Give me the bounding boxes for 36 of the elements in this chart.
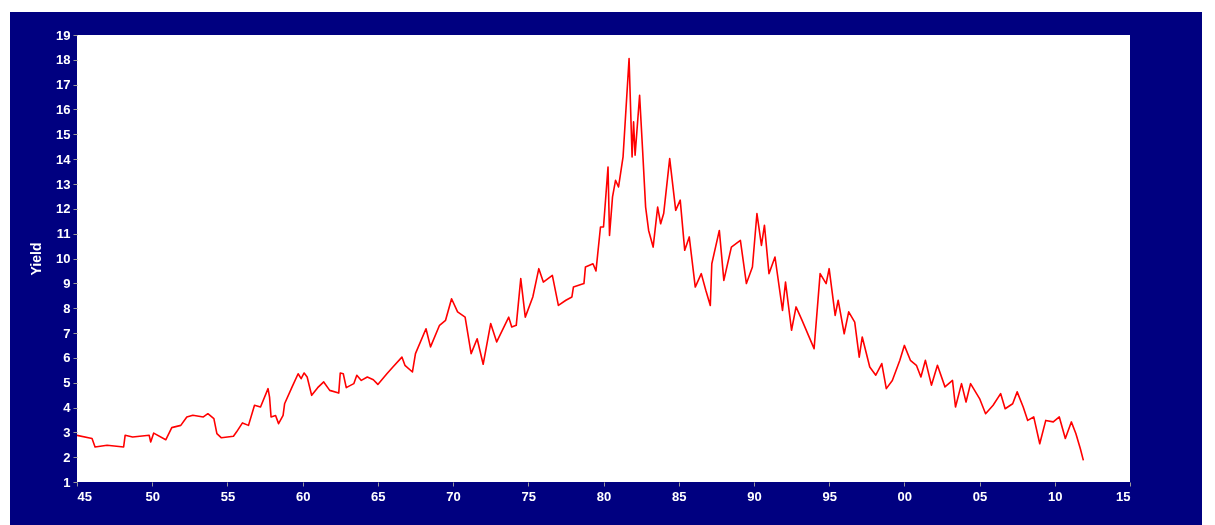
x-tick-label: 85 <box>671 488 687 504</box>
x-tick-label: 90 <box>747 488 762 504</box>
x-tick-label: 60 <box>295 488 311 504</box>
y-tick-label: 16 <box>56 102 71 117</box>
y-tick-label: 2 <box>63 449 71 465</box>
y-tick-label: 15 <box>56 126 71 142</box>
x-tick-label: 70 <box>446 488 461 504</box>
x-tick-label: 55 <box>220 488 236 504</box>
y-tick-label: 8 <box>63 300 71 316</box>
y-tick-label: 10 <box>56 251 71 266</box>
x-tick-label: 95 <box>822 488 837 504</box>
x-tick-label: 00 <box>897 488 913 504</box>
x-tick-label: 10 <box>1048 488 1063 504</box>
x-tick-label: 80 <box>596 488 612 504</box>
x-tick-label: 75 <box>521 488 537 504</box>
y-tick-label: 12 <box>56 201 71 217</box>
x-tick-label: 05 <box>972 488 988 504</box>
x-tick-label: 50 <box>145 488 160 504</box>
x-tick-label: 45 <box>77 488 92 504</box>
y-tick-label: 9 <box>63 275 71 291</box>
y-tick-label: 6 <box>63 350 71 366</box>
y-tick-label: 13 <box>56 176 71 192</box>
y-tick-label: 18 <box>56 52 71 68</box>
y-tick-label: 19 <box>56 27 71 43</box>
y-tick-label: 5 <box>63 375 71 391</box>
y-tick-label: 11 <box>56 226 71 242</box>
y-tick-label: 1 <box>63 474 71 490</box>
y-tick-label: 17 <box>56 77 71 93</box>
y-tick-label: 4 <box>63 400 72 415</box>
y-axis-title: Yield <box>28 242 45 276</box>
x-tick-label: 65 <box>371 488 386 504</box>
y-tick-label: 3 <box>63 424 71 440</box>
y-tick-label: 14 <box>56 151 72 167</box>
line-series <box>77 57 1085 462</box>
y-tick-label: 7 <box>63 325 71 341</box>
x-tick-label: 15 <box>1116 488 1131 504</box>
